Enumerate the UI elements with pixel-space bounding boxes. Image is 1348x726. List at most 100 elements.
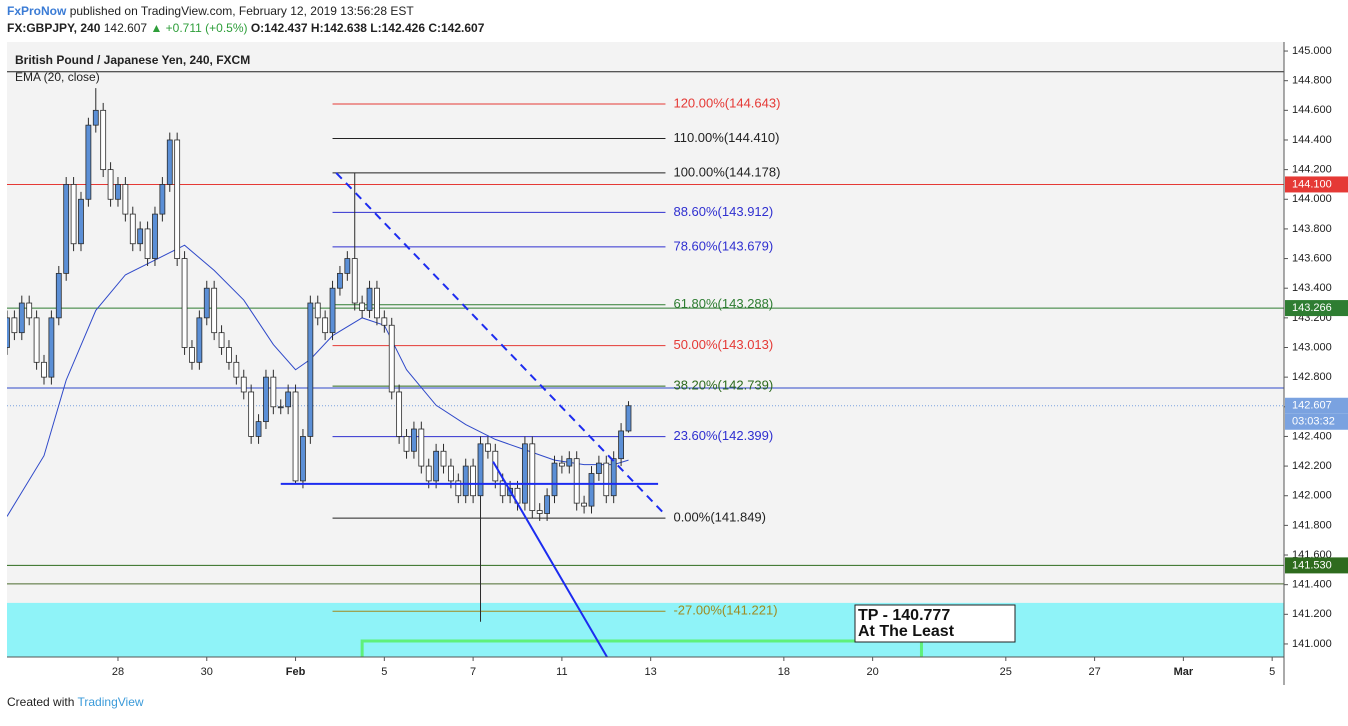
candle-body: [536, 510, 543, 514]
price-box-label: 144.100: [1292, 178, 1332, 190]
candle-body: [181, 258, 188, 348]
x-tick-label: 11: [556, 666, 567, 678]
candle-body: [322, 317, 329, 334]
candle-body: [41, 361, 47, 378]
change: ▲ +0.711 (+0.5%): [150, 21, 247, 35]
candle-body: [92, 109, 99, 126]
candle-body: [529, 443, 536, 511]
candle-body: [152, 213, 158, 259]
x-tick-label: 27: [1088, 666, 1100, 678]
y-tick-label: 142.000: [1292, 490, 1332, 502]
candle-body: [285, 391, 292, 408]
y-tick-label: 144.600: [1292, 104, 1332, 116]
price-box: [1285, 397, 1348, 414]
candle-body: [595, 462, 602, 474]
publisher: FxProNow: [7, 4, 67, 18]
candle-body: [388, 324, 395, 393]
y-tick-label: 141.800: [1292, 519, 1332, 531]
candle-body: [403, 436, 410, 452]
price-box-label: 142.607: [1292, 400, 1332, 412]
candle-body: [470, 465, 477, 497]
candle-body: [240, 376, 247, 393]
candle-body: [566, 458, 573, 467]
fib-label: 50.00%(143.013): [673, 337, 773, 352]
candle-body: [63, 184, 70, 274]
plot: [7, 71, 1284, 657]
candle-body: [218, 332, 225, 348]
tp-label: TP - 140.777: [858, 607, 950, 624]
trend-line: [335, 172, 667, 516]
price-box-label: 143.266: [1292, 302, 1332, 314]
symbol: FX:GBPJPY, 240: [7, 21, 101, 35]
target-zone: [7, 602, 1284, 657]
candle-body: [277, 406, 284, 409]
candle-body: [329, 287, 336, 334]
candle-body: [26, 302, 33, 319]
y-tick-label: 143.400: [1292, 282, 1332, 294]
candle-body: [226, 347, 232, 363]
y-tick-label: 144.000: [1292, 193, 1332, 205]
y-tick-label: 141.400: [1292, 579, 1332, 591]
price-box-label: 141.530: [1292, 559, 1332, 571]
candle-body: [107, 169, 114, 200]
candle-body: [314, 302, 321, 319]
candle-body: [558, 462, 565, 467]
fib-label: 88.60%(143.912): [673, 204, 773, 219]
tp-label: At The Least: [858, 623, 955, 640]
candle-body: [18, 302, 25, 334]
trend-line: [492, 461, 608, 657]
candle-body: [359, 302, 366, 311]
chart-title: British Pound / Japanese Yen, 240, FXCM: [15, 53, 250, 67]
candle-body: [448, 465, 454, 482]
candle-body: [396, 391, 403, 437]
x-tick-label: Mar: [1174, 666, 1194, 678]
x-tick-label: 25: [1000, 666, 1012, 678]
candle-body: [381, 317, 388, 326]
x-tick-label: Feb: [286, 666, 306, 678]
y-tick-label: 144.200: [1292, 164, 1332, 176]
candle-body: [374, 287, 380, 319]
target-box: [360, 639, 923, 657]
candle-body: [48, 317, 55, 378]
y-tick-label: 141.200: [1292, 608, 1332, 620]
y-tick-label: 143.600: [1292, 252, 1332, 264]
candle-body: [255, 421, 262, 437]
header-line-1: FxProNow published on TradingView.com, F…: [7, 4, 414, 18]
published: published on TradingView.com, February 1…: [70, 4, 415, 18]
overlay: 120.00%(144.643) 110.00%(144.410) 100.00%(…: [673, 95, 780, 617]
candle-body: [70, 184, 77, 245]
candle-body: [233, 361, 240, 378]
candle-body: [174, 139, 181, 259]
candle-body: [440, 450, 447, 467]
candle-body: [115, 184, 121, 200]
countdown: 03:03:32: [1292, 416, 1335, 428]
candle-body: [33, 317, 40, 363]
footer: Created with TradingView: [7, 695, 144, 709]
x-tick-label: 7: [470, 666, 476, 678]
low: L:142.426: [370, 21, 425, 35]
candle-body: [196, 317, 203, 363]
candle-body: [411, 428, 417, 452]
header-line-2: FX:GBPJPY, 240 142.607 ▲ +0.711 (+0.5%) …: [7, 21, 485, 35]
candle-body: [618, 430, 624, 460]
fib-label: 110.00%(144.410): [673, 130, 779, 145]
candle-body: [166, 139, 173, 185]
candle-body: [588, 473, 595, 507]
x-tick-label: 5: [1269, 666, 1275, 678]
x-tick-label: 20: [867, 666, 879, 678]
candle-body: [425, 465, 432, 482]
price-box: [1285, 557, 1348, 574]
y-tick-label: 141.000: [1292, 638, 1332, 650]
candle-body: [433, 450, 440, 482]
candle-body: [351, 258, 358, 304]
candle-body: [477, 443, 484, 497]
price-box: [1285, 300, 1348, 317]
candle-body: [7, 317, 10, 348]
candle-body: [144, 228, 151, 259]
candle-body: [159, 184, 166, 215]
candle-body: [122, 184, 129, 215]
fib-label: -27.00%(141.221): [673, 603, 777, 618]
candle-body: [137, 228, 144, 245]
brand: TradingView: [78, 695, 144, 709]
candle-body: [248, 391, 255, 437]
